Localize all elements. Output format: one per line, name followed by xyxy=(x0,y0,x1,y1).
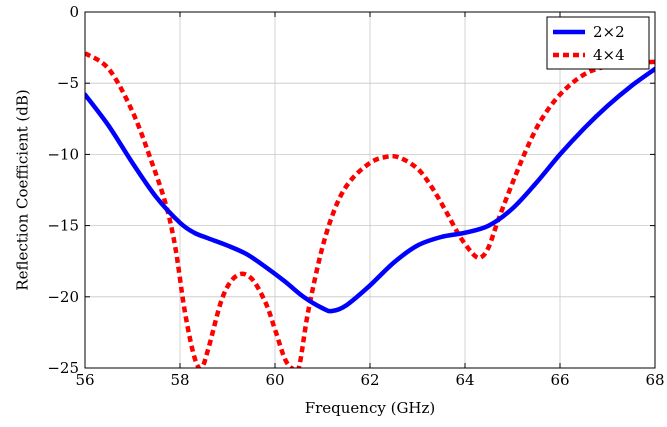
y-tick-label: −25 xyxy=(47,359,79,377)
y-tick-label: 0 xyxy=(69,3,79,21)
series-line-2x2 xyxy=(85,66,655,314)
x-tick-label: 62 xyxy=(360,371,379,389)
legend-label-2x2: 2×2 xyxy=(593,23,625,41)
y-tick-label: −15 xyxy=(47,217,79,235)
y-tick-label: −5 xyxy=(57,74,79,92)
series-layer xyxy=(85,51,655,368)
legend-label-4x4: 4×4 xyxy=(593,46,625,64)
legend-box xyxy=(546,16,650,70)
x-tick-label: 58 xyxy=(170,371,189,389)
x-tick-label: 56 xyxy=(75,371,94,389)
y-tick-label: −20 xyxy=(47,288,79,306)
tick-labels: 56 58 60 62 64 66 68 −25 −20 −15 −10 −5 0 xyxy=(47,3,664,389)
x-tick-label: 68 xyxy=(645,371,664,389)
series-line-4x4 xyxy=(85,51,655,368)
x-tick-label: 64 xyxy=(455,371,474,389)
legend: 2×2 4×4 xyxy=(546,16,650,70)
x-axis-label: Frequency (GHz) xyxy=(305,399,436,417)
x-tick-label: 66 xyxy=(550,371,569,389)
ticks xyxy=(84,11,656,369)
x-tick-label: 60 xyxy=(265,371,284,389)
y-axis-label: Reflection Coefficient (dB) xyxy=(13,89,31,290)
y-tick-label: −10 xyxy=(47,145,79,163)
